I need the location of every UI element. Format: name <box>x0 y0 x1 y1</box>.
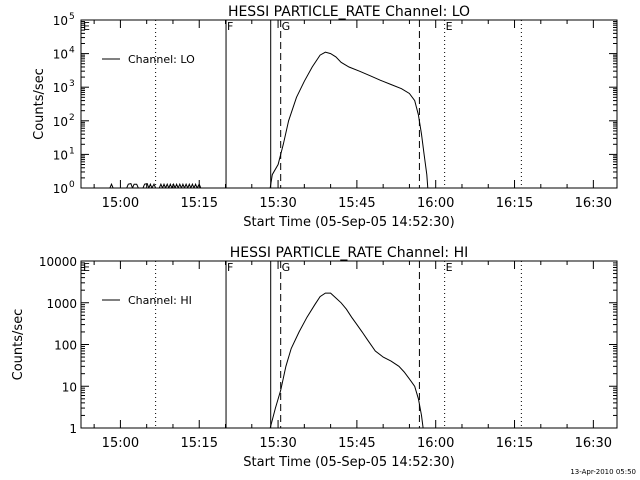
x-tick-label: 15:30 <box>259 196 296 211</box>
x-tick-label: 15:15 <box>181 196 218 211</box>
series-line <box>269 292 424 428</box>
y-tick-label: 10 <box>53 182 68 196</box>
event-marker-label: G <box>282 20 291 33</box>
y-tick-label: 10 <box>53 148 68 162</box>
panel-channel-hi: HESSI PARTICLE_RATE Channel: HI Start Tim… <box>11 245 618 470</box>
y-tick-exponent: 3 <box>69 79 75 89</box>
x-tick-label: 15:30 <box>259 436 296 451</box>
x-tick-label: 16:30 <box>575 196 612 211</box>
x-tick-label: 16:00 <box>417 196 454 211</box>
event-marker-label: E <box>446 261 453 274</box>
x-tick-label: 15:00 <box>102 436 139 451</box>
y-tick-label: 10 <box>53 14 68 28</box>
y-tick-label: 1000 <box>46 297 77 311</box>
legend-label: Channel: LO <box>128 53 195 66</box>
x-tick-label: 16:15 <box>496 196 533 211</box>
y-tick-exponent: 1 <box>69 146 75 156</box>
y-tick-exponent: 5 <box>69 12 75 22</box>
event-marker-label: E <box>83 261 90 274</box>
footer-timestamp: 13-Apr-2010 05:50 <box>570 468 636 476</box>
x-tick-label: 15:45 <box>338 436 375 451</box>
y-tick-exponent: 4 <box>69 46 75 56</box>
legend-label: Channel: HI <box>128 294 192 307</box>
y-tick-label: 10 <box>62 380 77 394</box>
plot-frame <box>80 19 618 189</box>
y-tick-label: 10 <box>53 115 68 129</box>
event-marker-label: F <box>227 20 233 33</box>
event-marker-label: F <box>227 261 233 274</box>
y-tick-label: 10 <box>53 81 68 95</box>
y-tick-label: 10 <box>53 48 68 62</box>
chart-title: HESSI PARTICLE_RATE Channel: HI <box>230 245 468 261</box>
x-tick-label: 15:45 <box>338 196 375 211</box>
plot-frame <box>80 260 618 429</box>
x-tick-label: 15:15 <box>181 436 218 451</box>
y-tick-exponent: 0 <box>69 180 75 190</box>
y-tick-label: 10000 <box>39 255 77 269</box>
chart-title: HESSI PARTICLE_RATE Channel: LO <box>228 4 470 20</box>
series-line <box>269 51 429 188</box>
series-line <box>109 182 202 188</box>
x-tick-label: 15:00 <box>102 196 139 211</box>
x-tick-label: 16:30 <box>575 436 612 451</box>
x-tick-label: 16:00 <box>417 436 454 451</box>
x-axis-label: Start Time (05-Sep-05 14:52:30) <box>243 215 454 230</box>
y-axis-label: Counts/sec <box>11 309 26 381</box>
event-marker-label: E <box>83 20 90 33</box>
y-axis-label: Counts/sec <box>32 68 47 140</box>
x-tick-label: 16:15 <box>496 436 533 451</box>
panel-channel-lo: HESSI PARTICLE_RATE Channel: LO Start Tim… <box>32 4 618 230</box>
y-tick-label: 1 <box>69 422 77 436</box>
event-marker-label: G <box>282 261 291 274</box>
x-axis-label: Start Time (05-Sep-05 14:52:30) <box>243 455 454 470</box>
y-tick-exponent: 2 <box>69 113 75 123</box>
y-tick-label: 100 <box>54 339 77 353</box>
event-marker-label: E <box>446 20 453 33</box>
